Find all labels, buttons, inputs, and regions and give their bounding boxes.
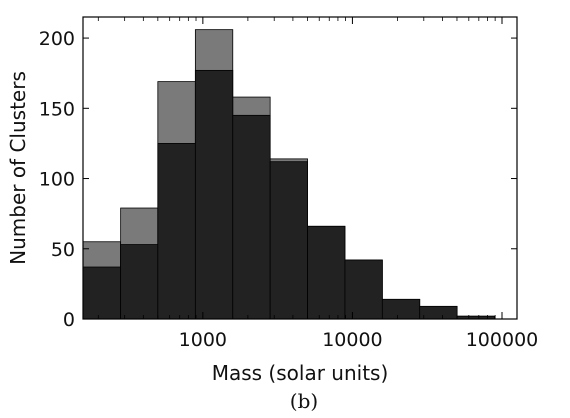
foreground-bar [157,143,196,320]
foreground-bar [120,244,159,320]
y-tick-label: 150 [39,98,75,120]
x-tick-label: 10000 [322,329,382,351]
axis-tick-labels: 0 50 100 150 200 1000 10000 100000 [39,28,539,351]
panel-label: (b) [290,389,318,413]
foreground-bar [269,161,308,320]
y-tick-label: 200 [39,28,75,50]
x-axis-label: Mass (solar units) [212,361,389,385]
plot-frame [82,16,518,320]
foreground-bar [194,69,234,320]
axis-ticks [83,17,517,320]
foreground-bar [82,266,122,320]
y-tick-label: 0 [63,309,75,331]
foreground-bar [307,225,346,320]
y-tick-label: 50 [51,239,75,261]
y-axis-label: Number of Clusters [6,71,30,265]
x-tick-label: 100000 [466,329,539,351]
foreground-series-bars [82,69,495,320]
foreground-bar [381,298,421,320]
foreground-bar [344,259,383,320]
foreground-bar [419,305,458,320]
y-tick-label: 100 [39,169,75,191]
foreground-bar [232,114,271,320]
x-tick-label: 1000 [179,329,227,351]
